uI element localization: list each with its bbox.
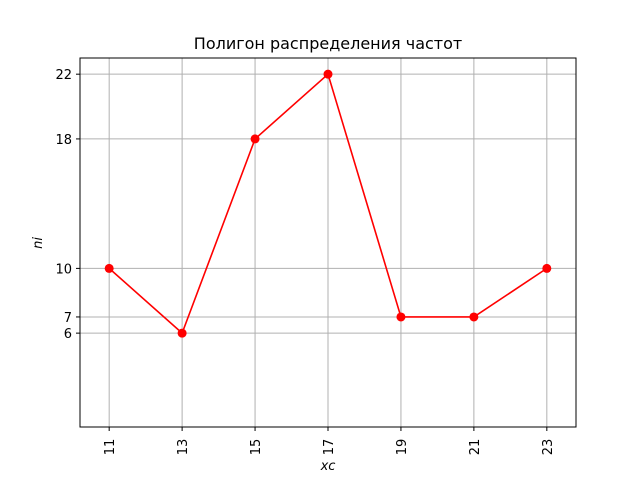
x-axis-label: xc <box>320 459 336 474</box>
data-point <box>250 134 260 144</box>
y-tick-label: 22 <box>55 68 72 83</box>
x-tick-label: 23 <box>541 439 556 456</box>
data-point <box>323 69 333 79</box>
x-tick-label: 19 <box>395 439 410 456</box>
data-point <box>104 263 114 273</box>
data-point <box>396 312 406 322</box>
x-tick-label: 15 <box>249 439 264 456</box>
x-tick-label: 13 <box>176 439 191 456</box>
x-tick-label: 17 <box>322 439 337 456</box>
series-layer <box>104 69 552 338</box>
y-tick-label: 10 <box>55 262 72 277</box>
ticks: 11 13 15 17 19 21 23 67 10 18 22 <box>55 68 555 455</box>
chart-title: Полигон распределения частот <box>194 34 462 53</box>
grid <box>80 58 576 427</box>
data-point <box>469 312 479 322</box>
x-tick-label: 11 <box>103 439 118 456</box>
y-tick-label: 7 <box>64 311 72 326</box>
data-point <box>542 263 552 273</box>
y-axis-label: ni <box>31 237 46 249</box>
y-tick-label: 6 <box>64 327 72 342</box>
y-tick-label: 18 <box>55 133 72 148</box>
x-tick-label: 21 <box>468 439 483 456</box>
data-point <box>177 328 187 338</box>
